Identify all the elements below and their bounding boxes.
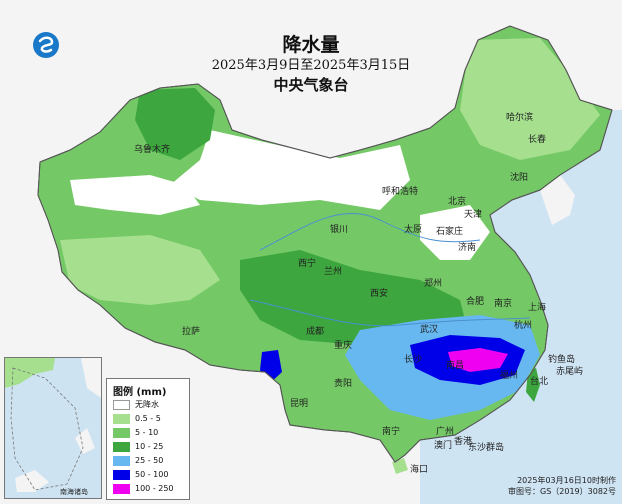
city-label: 广州: [436, 427, 455, 437]
island-label: 赤尾屿: [556, 367, 584, 377]
city-label: 重庆: [334, 341, 353, 351]
legend-row: 0.5 - 5: [113, 412, 161, 425]
legend-label: 10 - 25: [135, 442, 164, 451]
city-label: 香港: [454, 437, 473, 447]
city-label: 长春: [528, 135, 547, 145]
map-date-range: 2025年3月9日至2025年3月15日: [211, 58, 411, 73]
taiwan-island: [526, 368, 540, 402]
city-label: 太原: [404, 225, 423, 235]
neighbor-land-south-west: [0, 100, 420, 504]
legend-panel: 图例 (mm) 无降水 0.5 - 5 5 - 10 10 - 25 25 - …: [106, 378, 190, 500]
city-label: 昆明: [290, 399, 309, 409]
no-rain-tarim: [70, 175, 200, 215]
city-label: 长沙: [404, 355, 423, 365]
no-rain-north: [170, 130, 410, 210]
city-label: 贵阳: [334, 379, 353, 389]
national-border: [37, 25, 613, 463]
city-label: 杭州: [514, 321, 533, 331]
legend-row: 10 - 25: [113, 440, 163, 453]
legend-label: 5 - 10: [135, 428, 159, 437]
map-footer: 2025年03月16日10时制作 审图号：GS（2019）3082号: [508, 475, 616, 497]
legend-row: 50 - 100: [113, 468, 168, 481]
inset-map: [5, 358, 101, 498]
city-label: 济南: [458, 243, 477, 253]
legend-swatch: [113, 469, 130, 480]
city-label: 成都: [306, 327, 325, 337]
legend-swatch: [113, 399, 130, 410]
korea-peninsula: [540, 175, 575, 225]
severe-rain-south: [448, 348, 508, 372]
city-label: 兰州: [324, 267, 343, 277]
city-label: 南京: [494, 299, 513, 309]
moderate-rain-xinjiang: [135, 88, 215, 160]
legend-label: 100 - 250: [135, 484, 174, 493]
city-label: 银川: [330, 225, 349, 235]
island-label: 钓鱼岛: [548, 355, 576, 365]
city-label: 南宁: [382, 427, 401, 437]
review-number: 审图号：GS（2019）3082号: [508, 487, 616, 496]
neighbor-land-north-east: [478, 0, 622, 110]
legend-label: 0.5 - 5: [135, 414, 161, 423]
city-label: 北京: [448, 197, 467, 207]
yellow-river: [259, 212, 481, 251]
city-label: 澳门: [434, 441, 453, 451]
issue-time: 2025年03月16日10时制作: [517, 476, 616, 485]
city-label: 西安: [370, 289, 389, 299]
map-title: 降水量: [282, 34, 340, 56]
south-china-sea-inset: [4, 357, 102, 499]
city-label: 南昌: [446, 361, 465, 371]
neighbor-land-north: [0, 0, 478, 162]
agency-name: 中央气象台: [273, 76, 349, 94]
legend-swatch: [113, 483, 130, 494]
legend-title: 图例 (mm): [113, 387, 167, 398]
legend-label: 25 - 50: [135, 456, 164, 465]
island-label: 东沙群岛: [468, 443, 505, 453]
city-label: 西宁: [298, 259, 317, 269]
city-label: 乌鲁木齐: [134, 145, 171, 155]
legend-row: 100 - 250: [113, 482, 174, 495]
city-label: 合肥: [466, 297, 485, 307]
city-label: 沈阳: [510, 173, 529, 183]
city-label: 石家庄: [436, 227, 464, 237]
city-label: 哈尔滨: [506, 113, 534, 123]
yangtze-river: [249, 299, 531, 327]
cma-logo-icon: [33, 32, 59, 58]
legend-row: 无降水: [113, 398, 159, 411]
legend-swatch: [113, 427, 130, 438]
city-label: 天津: [464, 210, 483, 220]
city-label: 海口: [410, 465, 429, 475]
light-rain-tibet: [60, 235, 220, 305]
legend-label: 50 - 100: [135, 470, 169, 479]
legend-row: 5 - 10: [113, 426, 158, 439]
city-label: 台北: [530, 377, 549, 387]
no-rain-huabei: [420, 205, 490, 260]
city-label: 上海: [528, 303, 547, 313]
city-label: 郑州: [424, 279, 443, 289]
legend-swatch: [113, 441, 130, 452]
legend-swatch: [113, 413, 130, 424]
city-label: 武汉: [420, 325, 439, 335]
hainan-island: [392, 458, 408, 474]
city-label: 福州: [500, 371, 519, 381]
legend-swatch: [113, 455, 130, 466]
city-label: 拉萨: [182, 327, 201, 337]
inset-label: 南海诸岛: [60, 488, 88, 496]
city-label: 呼和浩特: [382, 187, 419, 197]
legend-row: 25 - 50: [113, 454, 163, 467]
legend-label: 无降水: [135, 400, 159, 409]
